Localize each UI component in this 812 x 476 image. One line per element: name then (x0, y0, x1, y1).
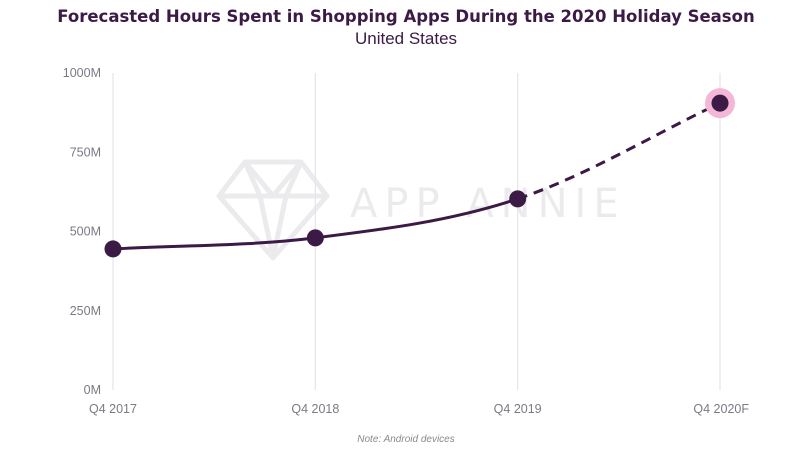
y-tick-label: 750M (70, 145, 101, 159)
data-point (711, 94, 729, 112)
diamond-icon (216, 159, 330, 261)
data-point (104, 240, 122, 258)
grid (112, 73, 721, 390)
watermark-text: APP ANNIE (350, 181, 626, 227)
x-axis: Q4 2017 Q4 2018 Q4 2019 Q4 2020F (89, 402, 749, 416)
x-tick-label: Q4 2018 (291, 402, 339, 416)
series (104, 88, 735, 258)
footnote: Note: Android devices (357, 434, 455, 445)
data-point (306, 229, 324, 247)
y-axis: 0M 250M 500M 750M 1000M (63, 66, 101, 397)
x-tick-label: Q4 2017 (89, 402, 137, 416)
x-tick-label: Q4 2020F (693, 402, 749, 416)
chart-subtitle: United States (354, 29, 458, 48)
y-tick-label: 1000M (63, 66, 101, 80)
y-tick-label: 250M (70, 304, 101, 318)
x-tick-label: Q4 2019 (494, 402, 542, 416)
chart-title: Forecasted Hours Spent in Shopping Apps … (57, 7, 755, 26)
y-tick-label: 0M (84, 383, 101, 397)
series-line-forecast (517, 101, 721, 201)
watermark-logo: APP ANNIE (216, 159, 626, 261)
y-tick-label: 500M (70, 225, 101, 239)
data-point (509, 190, 527, 208)
